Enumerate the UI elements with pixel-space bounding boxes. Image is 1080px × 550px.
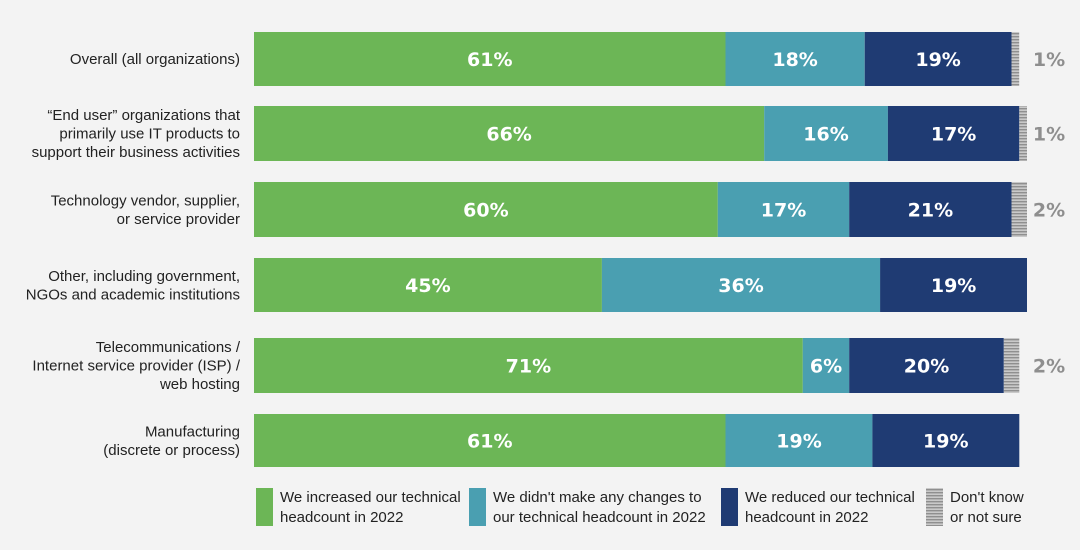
category-labels: Overall (all organizations) “End user” or… — [26, 51, 241, 459]
bar-row-telecommunications-internet-service-prov: 71% 6% 20% 2% — [254, 338, 1065, 393]
data-label-outside: 1% — [1033, 49, 1065, 71]
data-label: 36% — [718, 275, 763, 297]
data-label: 16% — [803, 124, 848, 146]
bar-segment-we-didn-t-make-any-changes-to-our-techni — [764, 106, 888, 161]
data-label: 19% — [776, 431, 821, 453]
legend-label: We increased our technical headcount in 2… — [280, 489, 461, 526]
data-label: 61% — [467, 49, 512, 71]
data-label: 19% — [923, 431, 968, 453]
data-label: 21% — [908, 200, 953, 222]
bar-segment-don-t-know-or-not-sure — [1003, 338, 1020, 393]
bar-segment-we-didn-t-make-any-changes-to-our-techni — [802, 338, 850, 393]
data-label-outside: 2% — [1033, 200, 1065, 222]
data-label: 17% — [931, 124, 976, 146]
bar-segment-we-reduced-our-technical-headcount-in-20 — [872, 414, 1020, 467]
data-label: 18% — [772, 49, 817, 71]
bar-segment-we-increased-our-technical-headcount-in- — [254, 258, 602, 312]
data-label: 19% — [931, 275, 976, 297]
bar-segment-we-increased-our-technical-headcount-in- — [254, 414, 726, 467]
data-label: 45% — [405, 275, 450, 297]
legend-item-don-t-know-or-not-sure: Don't know or not sure — [926, 488, 1024, 526]
data-label-outside: 1% — [1033, 124, 1065, 146]
bar-row-technology-vendor-supplier-or-service-pr: 60% 17% 21% 2% — [254, 182, 1065, 237]
data-label: 66% — [486, 124, 531, 146]
bar-segment-we-reduced-our-technical-headcount-in-20 — [864, 32, 1012, 86]
legend-swatch — [256, 488, 273, 526]
bar-segment-we-reduced-our-technical-headcount-in-20 — [880, 258, 1027, 312]
data-label: 61% — [467, 431, 512, 453]
legend-item-we-didn-t-make-any-changes-to-our-techni: We didn't make any changes to our technic… — [469, 488, 706, 526]
data-label: 71% — [506, 356, 551, 378]
category-label: Other, including government, NGOs and aca… — [26, 268, 240, 304]
legend-item-we-reduced-our-technical-headcount-in-20: We reduced our technical headcount in 202… — [721, 488, 915, 526]
bar-segment-don-t-know-or-not-sure — [1019, 106, 1027, 161]
bar-segment-we-didn-t-make-any-changes-to-our-techni — [725, 414, 873, 467]
bar-segment-we-reduced-our-technical-headcount-in-20 — [849, 338, 1004, 393]
bar-segment-we-didn-t-make-any-changes-to-our-techni — [717, 182, 850, 237]
bar-segment-we-didn-t-make-any-changes-to-our-techni — [725, 32, 865, 86]
bar-row-overall-all-organizations: 61% 18% 19% 1% — [254, 32, 1065, 86]
bar-segment-we-increased-our-technical-headcount-in- — [254, 106, 765, 161]
bar-segment-we-increased-our-technical-headcount-in- — [254, 182, 718, 237]
legend-label: We reduced our technical headcount in 202… — [745, 489, 915, 526]
bar-row-end-user-organizations-that-primarily-us: 66% 16% 17% 1% — [254, 106, 1065, 161]
data-label: 17% — [761, 200, 806, 222]
bar-segment-we-reduced-our-technical-headcount-in-20 — [887, 106, 1020, 161]
bar-segment-don-t-know-or-not-sure — [1011, 32, 1020, 86]
bar-row-other-including-government-ngos-and-acad: 45% 36% 19% — [254, 258, 1027, 312]
bars-layer: 61% 18% 19% 1% 66% 16% 17% 1% 60% 17% 21% 2% 45% 36% 1… — [254, 32, 1065, 467]
category-label: “End user” organizations that primarily u… — [32, 107, 241, 161]
data-label: 19% — [915, 49, 960, 71]
legend-label: Don't know or not sure — [950, 489, 1024, 526]
bar-segment-we-increased-our-technical-headcount-in- — [254, 338, 803, 393]
bar-row-manufacturing-discrete-or-process: 61% 19% 19% — [254, 414, 1020, 467]
data-label: 60% — [463, 200, 508, 222]
category-label: Overall (all organizations) — [70, 51, 240, 68]
category-label: Telecommunications / Internet service pro… — [32, 339, 240, 393]
legend-item-we-increased-our-technical-headcount-in-: We increased our technical headcount in 2… — [256, 488, 461, 526]
data-label: 20% — [904, 356, 949, 378]
bar-segment-we-reduced-our-technical-headcount-in-20 — [849, 182, 1012, 237]
data-label-outside: 2% — [1033, 356, 1065, 378]
bar-segment-we-increased-our-technical-headcount-in- — [254, 32, 726, 86]
category-label: Technology vendor, supplier, or service p… — [51, 192, 240, 228]
bar-segment-we-didn-t-make-any-changes-to-our-techni — [601, 258, 881, 312]
legend: We increased our technical headcount in 2… — [256, 488, 1024, 526]
legend-swatch — [721, 488, 738, 526]
legend-label: We didn't make any changes to our technic… — [493, 489, 706, 526]
bar-segment-don-t-know-or-not-sure — [1011, 182, 1027, 237]
category-label: Manufacturing (discrete or process) — [103, 423, 240, 459]
data-label: 6% — [810, 356, 842, 378]
legend-swatch — [926, 488, 943, 526]
legend-swatch — [469, 488, 486, 526]
